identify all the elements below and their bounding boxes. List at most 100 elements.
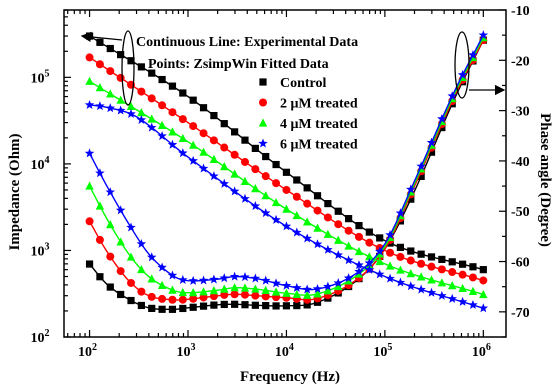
impedance-point bbox=[200, 129, 208, 137]
impedance-point bbox=[262, 172, 270, 180]
impedance-point bbox=[158, 121, 166, 129]
impedance-point bbox=[385, 274, 395, 283]
phase-point bbox=[127, 297, 134, 304]
legend-item: 2 μM treated bbox=[259, 97, 358, 112]
phase-point bbox=[252, 302, 259, 309]
annotation-line-1: Continuous Line: Experimental Data bbox=[136, 35, 358, 50]
impedance-point bbox=[345, 227, 353, 235]
phase-point bbox=[137, 239, 147, 248]
impedance-point bbox=[179, 134, 187, 142]
impedance-point bbox=[303, 200, 311, 208]
impedance-point bbox=[293, 211, 301, 219]
phase-point bbox=[209, 274, 219, 283]
impedance-point bbox=[375, 269, 385, 278]
impedance-point bbox=[407, 247, 414, 254]
impedance-point bbox=[220, 162, 228, 170]
impedance-point bbox=[323, 245, 333, 254]
impedance-point bbox=[106, 103, 116, 112]
phase-point bbox=[262, 302, 269, 309]
impedance-point bbox=[138, 63, 145, 70]
phase-point bbox=[85, 181, 93, 189]
impedance-point bbox=[283, 169, 290, 176]
impedance-point bbox=[333, 250, 343, 259]
phase-point bbox=[96, 201, 104, 209]
annotation-line-2: Points: ZsimpWin Fitted Data bbox=[148, 57, 329, 72]
legend-label: 2 μM treated bbox=[280, 97, 358, 112]
impedance-point bbox=[262, 191, 270, 199]
impedance-point bbox=[344, 241, 352, 249]
phase-point bbox=[96, 273, 103, 280]
phase-callout-ellipse bbox=[455, 32, 469, 98]
phase-point bbox=[261, 276, 271, 285]
data-layer bbox=[85, 30, 488, 313]
legend: Control 2 μM treated 4 μM treated 6 μM trea… bbox=[258, 76, 358, 153]
impedance-point bbox=[169, 83, 176, 90]
impedance-point bbox=[96, 83, 104, 91]
phase-point bbox=[107, 283, 114, 290]
impedance-point bbox=[386, 249, 394, 257]
impedance-point bbox=[396, 253, 404, 261]
impedance-point bbox=[158, 76, 165, 83]
impedance-point bbox=[200, 104, 207, 111]
impedance-point bbox=[448, 268, 456, 276]
impedance-point bbox=[148, 114, 156, 122]
impedance-point bbox=[366, 228, 373, 235]
phase-point bbox=[117, 291, 124, 298]
impedance-point bbox=[355, 247, 363, 255]
impedance-callout-ellipse bbox=[122, 31, 134, 105]
impedance-point bbox=[137, 88, 145, 96]
y-left-tick-label: 105 bbox=[31, 68, 50, 86]
impedance-point bbox=[406, 281, 416, 290]
legend-marker bbox=[259, 78, 266, 85]
phase-point bbox=[106, 187, 116, 196]
phase-point bbox=[178, 275, 188, 284]
phase-point bbox=[251, 273, 261, 282]
phase-point bbox=[231, 301, 238, 308]
phase-point bbox=[86, 217, 94, 225]
impedance-point bbox=[241, 158, 249, 166]
y-right-tick-label: -10 bbox=[511, 4, 530, 19]
impedance-point bbox=[480, 266, 487, 273]
x-tick-label: 106 bbox=[472, 342, 491, 360]
impedance-point bbox=[479, 276, 487, 284]
impedance-point bbox=[459, 261, 466, 268]
x-tick-label: 103 bbox=[176, 342, 195, 360]
legend-label: 4 μM treated bbox=[280, 117, 358, 132]
impedance-point bbox=[231, 151, 239, 159]
y-right-tick-label: -20 bbox=[511, 54, 530, 69]
x-tick-label: 102 bbox=[78, 342, 97, 360]
impedance-point bbox=[282, 186, 290, 194]
impedance-point bbox=[168, 127, 176, 135]
impedance-point bbox=[458, 297, 468, 306]
impedance-point bbox=[272, 179, 280, 187]
impedance-point bbox=[397, 244, 404, 251]
impedance-point bbox=[438, 265, 446, 273]
phase-point bbox=[106, 220, 114, 228]
phase-point bbox=[179, 305, 186, 312]
phase-point bbox=[158, 281, 166, 289]
impedance-point bbox=[376, 234, 383, 241]
impedance-point bbox=[231, 128, 238, 135]
x-tick-label: 104 bbox=[275, 342, 294, 360]
x-axis-title: Frequency (Hz) bbox=[240, 369, 340, 385]
impedance-point bbox=[221, 120, 228, 127]
impedance-point bbox=[428, 253, 435, 260]
y-right-tick-label: -60 bbox=[511, 256, 530, 271]
impedance-point bbox=[302, 233, 312, 242]
phase-point bbox=[272, 302, 279, 309]
impedance-point bbox=[210, 112, 217, 119]
impedance-point bbox=[85, 100, 95, 109]
x-tick-label: 105 bbox=[373, 342, 392, 360]
impedance-point bbox=[427, 288, 437, 297]
impedance-point bbox=[314, 192, 321, 199]
impedance-point bbox=[324, 230, 332, 238]
impedance-point bbox=[304, 184, 311, 191]
impedance-point bbox=[116, 105, 126, 114]
legend-label: Control bbox=[280, 76, 327, 91]
legend-item: Control bbox=[259, 76, 326, 91]
phase-point bbox=[95, 168, 105, 177]
impedance-point bbox=[168, 108, 176, 116]
legend-label: 6 μM treated bbox=[280, 138, 358, 153]
phase-point bbox=[137, 288, 145, 296]
